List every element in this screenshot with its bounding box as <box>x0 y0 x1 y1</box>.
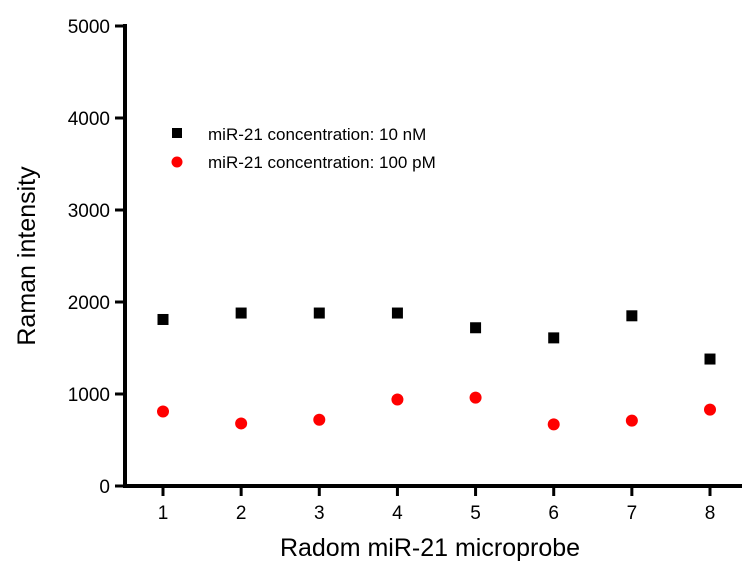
y-tick-label: 1000 <box>68 385 110 406</box>
x-tick-label: 2 <box>236 503 247 524</box>
y-tick-label: 3000 <box>68 201 110 222</box>
axes <box>123 24 742 488</box>
point-100pM-7 <box>625 414 638 427</box>
y-tick-label: 4000 <box>68 109 110 130</box>
x-tick-label: 7 <box>627 503 638 524</box>
x-tick-label: 4 <box>392 503 403 524</box>
point-10nM-4 <box>391 307 403 319</box>
point-100pM-2 <box>235 417 248 430</box>
point-10nM-5 <box>470 322 482 334</box>
data-points <box>157 307 716 431</box>
y-ticks: 0 1000 2000 3000 4000 5000 <box>68 17 125 498</box>
x-axis-title: Radom miR-21 microprobe <box>280 534 580 562</box>
point-10nM-6 <box>548 332 560 344</box>
x-tick-label: 5 <box>470 503 481 524</box>
point-100pM-3 <box>313 413 326 426</box>
legend-marker-100pM <box>171 156 183 168</box>
point-10nM-7 <box>626 310 638 322</box>
x-tick-label: 3 <box>314 503 325 524</box>
x-tick-label: 6 <box>548 503 559 524</box>
legend-label-10nM: miR-21 concentration: 10 nM <box>208 125 426 144</box>
y-tick-label: 5000 <box>68 17 110 38</box>
x-tick-label: 1 <box>158 503 169 524</box>
legend-label-100pM: miR-21 concentration: 100 pM <box>208 153 436 172</box>
point-100pM-8 <box>704 403 716 416</box>
x-tick-label: 8 <box>705 503 716 524</box>
y-tick-label: 2000 <box>68 293 110 314</box>
point-100pM-5 <box>469 391 482 404</box>
point-10nM-1 <box>157 313 169 325</box>
x-ticks: 1 2 3 4 5 6 7 8 <box>158 486 716 524</box>
point-10nM-3 <box>313 307 325 319</box>
point-10nM-8 <box>704 353 716 365</box>
point-100pM-1 <box>157 405 169 418</box>
legend-marker-10nM <box>172 128 182 138</box>
point-10nM-2 <box>235 307 247 319</box>
y-tick-label: 0 <box>99 477 110 498</box>
y-axis-title: Raman intensity <box>13 166 41 346</box>
legend: miR-21 concentration: 10 nM miR-21 conce… <box>171 125 436 172</box>
point-100pM-6 <box>547 418 560 431</box>
point-100pM-4 <box>391 393 404 406</box>
